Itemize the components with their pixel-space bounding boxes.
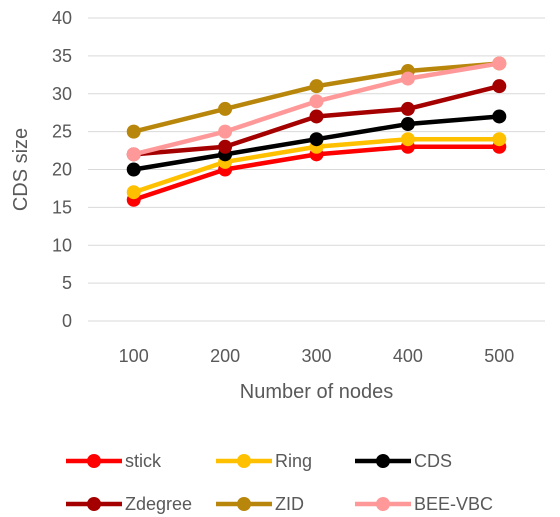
data-point bbox=[126, 162, 141, 177]
series-cds bbox=[126, 109, 507, 177]
series-bee-vbc bbox=[126, 56, 507, 162]
data-point bbox=[309, 79, 324, 94]
data-point bbox=[492, 132, 507, 147]
y-tick-label: 30 bbox=[52, 84, 72, 104]
x-axis-ticks: 100 200 300 400 500 bbox=[119, 346, 515, 366]
data-point bbox=[309, 109, 324, 124]
legend-label: Ring bbox=[275, 451, 312, 471]
x-tick-label: 100 bbox=[119, 346, 149, 366]
x-tick-label: 500 bbox=[484, 346, 514, 366]
data-point bbox=[400, 71, 415, 86]
data-point bbox=[492, 109, 507, 124]
data-point bbox=[218, 139, 233, 154]
legend: stick Ring CDS Zdegree ZID BEE-VBC bbox=[66, 451, 493, 514]
legend-swatch-marker bbox=[87, 454, 101, 468]
data-point bbox=[126, 185, 141, 200]
data-point bbox=[126, 147, 141, 162]
y-tick-label: 25 bbox=[52, 122, 72, 142]
data-point bbox=[492, 56, 507, 71]
legend-label: stick bbox=[125, 451, 162, 471]
legend-label: CDS bbox=[414, 451, 452, 471]
data-point bbox=[309, 94, 324, 109]
y-tick-label: 15 bbox=[52, 197, 72, 217]
data-point bbox=[126, 124, 141, 139]
data-point bbox=[492, 79, 507, 94]
y-tick-label: 20 bbox=[52, 160, 72, 180]
legend-label: BEE-VBC bbox=[414, 494, 493, 514]
legend-swatch-marker bbox=[376, 497, 390, 511]
legend-label: Zdegree bbox=[125, 494, 192, 514]
legend-swatch-marker bbox=[237, 454, 251, 468]
legend-swatch-marker bbox=[237, 497, 251, 511]
x-axis-title: Number of nodes bbox=[240, 381, 393, 403]
legend-item: Zdegree bbox=[66, 494, 192, 514]
x-tick-label: 200 bbox=[210, 346, 240, 366]
legend-swatch-marker bbox=[376, 454, 390, 468]
legend-item: Ring bbox=[216, 451, 312, 471]
y-tick-label: 10 bbox=[52, 235, 72, 255]
y-tick-label: 0 bbox=[62, 311, 72, 331]
data-point bbox=[400, 132, 415, 147]
y-tick-label: 5 bbox=[62, 273, 72, 293]
legend-label: ZID bbox=[275, 494, 304, 514]
data-point bbox=[400, 117, 415, 132]
y-tick-label: 35 bbox=[52, 46, 72, 66]
legend-item: stick bbox=[66, 451, 162, 471]
x-tick-label: 400 bbox=[393, 346, 423, 366]
gridlines bbox=[88, 17, 545, 322]
data-point bbox=[309, 132, 324, 147]
y-tick-label: 40 bbox=[52, 8, 72, 28]
data-point bbox=[400, 101, 415, 116]
data-point bbox=[218, 101, 233, 116]
series-group bbox=[126, 56, 507, 207]
legend-swatch-marker bbox=[87, 497, 101, 511]
x-tick-label: 300 bbox=[301, 346, 331, 366]
legend-item: CDS bbox=[355, 451, 452, 471]
data-point bbox=[218, 124, 233, 139]
legend-item: ZID bbox=[216, 494, 304, 514]
y-axis-title: CDS size bbox=[10, 128, 32, 211]
legend-item: BEE-VBC bbox=[355, 494, 493, 514]
y-axis-ticks: 0 5 10 15 20 25 30 35 40 bbox=[52, 8, 72, 331]
